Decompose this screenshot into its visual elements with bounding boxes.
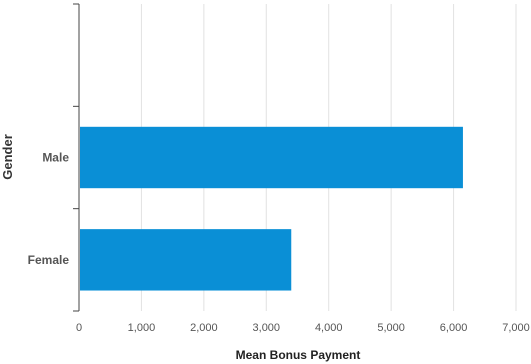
x-tick-label: 6,000 — [440, 322, 468, 334]
x-tick-label: 0 — [76, 322, 82, 334]
category-labels: Male Female — [28, 151, 70, 267]
x-tick-label: 3,000 — [253, 322, 281, 334]
x-axis-label: Mean Bonus Payment — [236, 348, 361, 362]
x-tick-label: 5,000 — [377, 322, 405, 334]
y-axis-ticks — [73, 3, 79, 312]
bars — [80, 126, 463, 291]
bar-female — [80, 229, 292, 291]
x-tick-label: 7,000 — [502, 322, 530, 334]
x-tick-label: 2,000 — [190, 322, 218, 334]
x-tick-labels: 0 1,000 2,000 3,000 4,000 5,000 6,000 7,000 — [76, 322, 530, 334]
bar-male — [80, 126, 463, 189]
category-label-male: Male — [42, 151, 69, 165]
y-axis-label: Gender — [0, 134, 15, 180]
x-tick-label: 1,000 — [128, 322, 156, 334]
category-label-female: Female — [28, 253, 70, 267]
x-tick-label: 4,000 — [315, 322, 343, 334]
